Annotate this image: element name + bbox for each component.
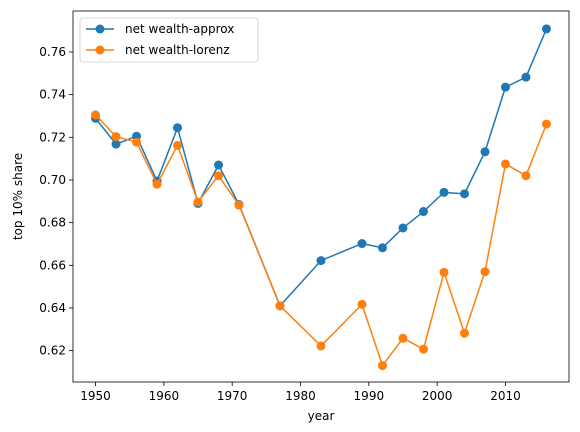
x-tick-label: 1950 bbox=[80, 389, 111, 403]
data-point bbox=[111, 132, 121, 142]
data-point bbox=[377, 243, 387, 253]
data-point bbox=[357, 299, 367, 309]
y-tick-label: 0.62 bbox=[39, 344, 66, 358]
y-axis: 0.62 0.64 0.66 0.68 0.70 0.72 0.74 0.76 bbox=[39, 45, 73, 358]
x-tick-label: 1970 bbox=[217, 389, 248, 403]
x-tick-label: 2010 bbox=[490, 389, 521, 403]
data-point bbox=[418, 207, 428, 217]
series-line-1 bbox=[94, 28, 548, 308]
data-point bbox=[500, 159, 510, 169]
data-point bbox=[521, 72, 531, 82]
data-point bbox=[132, 137, 142, 147]
data-point bbox=[234, 200, 244, 210]
data-point bbox=[480, 147, 490, 157]
data-point bbox=[316, 256, 326, 266]
data-point bbox=[459, 189, 469, 199]
x-tick-label: 1960 bbox=[149, 389, 180, 403]
legend: net wealth-approx net wealth-lorenz bbox=[79, 17, 259, 63]
data-point bbox=[316, 341, 326, 351]
legend-marker bbox=[95, 24, 105, 34]
data-point bbox=[214, 171, 224, 181]
y-tick-label: 0.66 bbox=[39, 258, 66, 272]
x-tick-label: 1990 bbox=[354, 389, 385, 403]
data-point bbox=[275, 301, 285, 311]
legend-label: net wealth-lorenz bbox=[125, 43, 230, 57]
legend-box bbox=[79, 17, 259, 63]
data-point bbox=[91, 110, 101, 120]
y-tick-label: 0.74 bbox=[39, 88, 66, 102]
x-tick-label: 2000 bbox=[422, 389, 453, 403]
data-point bbox=[173, 123, 183, 133]
data-point bbox=[439, 187, 449, 197]
plot-frame bbox=[72, 10, 570, 383]
y-tick-label: 0.72 bbox=[39, 130, 66, 144]
data-point bbox=[398, 333, 408, 343]
data-point bbox=[459, 328, 469, 338]
data-point bbox=[418, 344, 428, 354]
x-axis-label: year bbox=[308, 409, 335, 423]
data-point bbox=[111, 139, 121, 149]
data-point bbox=[173, 140, 183, 150]
data-point bbox=[541, 119, 551, 129]
y-tick-label: 0.64 bbox=[39, 301, 66, 315]
y-tick-label: 0.70 bbox=[39, 173, 66, 187]
data-point bbox=[500, 82, 510, 92]
data-point bbox=[521, 171, 531, 181]
y-tick-label: 0.76 bbox=[39, 45, 66, 59]
data-point bbox=[480, 267, 490, 277]
legend-label: net wealth-approx bbox=[125, 22, 234, 36]
legend-marker bbox=[95, 45, 105, 55]
data-point bbox=[214, 160, 224, 170]
x-axis: 1950 1960 1970 1980 1990 2000 2010 bbox=[80, 382, 521, 403]
data-point bbox=[357, 239, 367, 249]
y-tick-label: 0.68 bbox=[39, 216, 66, 230]
x-tick-label: 1980 bbox=[285, 389, 316, 403]
series-line-2 bbox=[95, 114, 548, 368]
data-point bbox=[541, 24, 551, 34]
data-point bbox=[152, 179, 162, 189]
data-point bbox=[193, 197, 203, 207]
series-layer bbox=[91, 24, 551, 371]
data-point bbox=[439, 267, 449, 277]
y-axis-label: top 10% share bbox=[11, 153, 25, 240]
data-point bbox=[398, 223, 408, 233]
data-point bbox=[377, 361, 387, 371]
